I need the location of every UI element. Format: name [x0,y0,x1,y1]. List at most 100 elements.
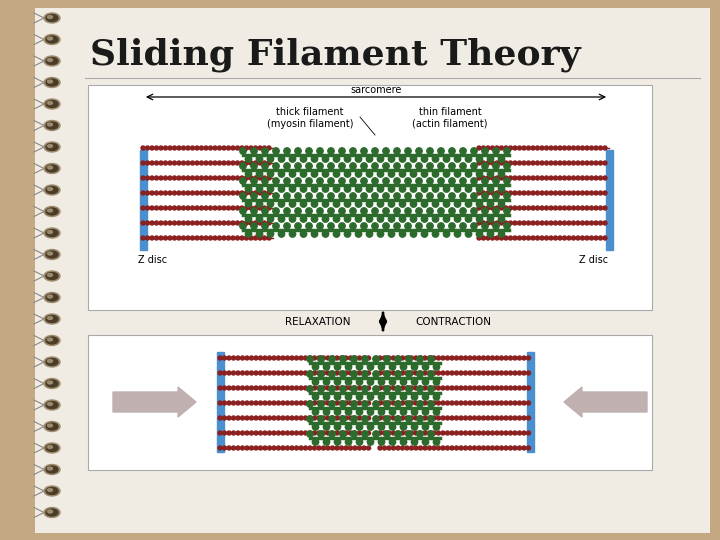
Circle shape [273,148,279,154]
Circle shape [454,156,461,162]
Circle shape [159,176,163,180]
Circle shape [222,416,227,420]
Circle shape [554,176,557,180]
Circle shape [382,401,387,405]
Circle shape [438,193,444,199]
Circle shape [317,431,321,435]
Circle shape [355,156,361,162]
Circle shape [227,356,231,360]
Circle shape [195,146,199,150]
Circle shape [186,161,190,165]
Circle shape [227,386,231,390]
Circle shape [312,379,319,385]
Circle shape [323,186,329,192]
Circle shape [330,386,335,390]
Circle shape [390,379,396,385]
Ellipse shape [46,423,58,430]
Circle shape [141,161,145,165]
Circle shape [382,356,387,360]
Circle shape [284,208,290,214]
Circle shape [416,148,422,154]
Circle shape [454,386,459,390]
Circle shape [312,394,319,400]
Circle shape [395,401,401,407]
Circle shape [177,236,181,240]
Circle shape [267,191,271,195]
Circle shape [396,371,400,375]
Circle shape [245,356,249,360]
Circle shape [322,431,325,435]
Circle shape [340,356,346,362]
Circle shape [468,356,472,360]
Circle shape [335,356,339,360]
Circle shape [286,371,289,375]
Circle shape [427,193,433,199]
Circle shape [333,171,340,177]
Circle shape [326,386,330,390]
Circle shape [222,431,227,435]
Circle shape [362,446,366,450]
Circle shape [477,191,481,195]
Circle shape [428,371,431,375]
Circle shape [390,439,396,445]
Circle shape [355,171,361,177]
Circle shape [414,386,418,390]
Circle shape [249,191,253,195]
Circle shape [245,146,248,150]
Circle shape [340,446,343,450]
Circle shape [394,193,400,199]
Circle shape [400,394,407,400]
Circle shape [405,356,409,360]
Circle shape [323,409,330,415]
Circle shape [145,161,150,165]
Circle shape [281,401,285,405]
Circle shape [567,236,571,240]
Circle shape [339,163,345,169]
Circle shape [526,206,531,210]
Circle shape [235,236,240,240]
Circle shape [141,221,145,225]
Circle shape [508,146,513,150]
Circle shape [465,186,472,192]
Circle shape [540,206,544,210]
Circle shape [289,231,296,237]
Circle shape [334,364,341,370]
Text: RELAXATION: RELAXATION [284,317,350,327]
Circle shape [351,416,357,422]
Circle shape [459,431,463,435]
Circle shape [155,176,158,180]
Circle shape [344,371,348,375]
Circle shape [317,371,321,375]
Circle shape [392,431,395,435]
Circle shape [173,221,176,225]
Circle shape [256,201,263,207]
Circle shape [594,221,598,225]
Circle shape [181,236,186,240]
Ellipse shape [48,360,53,362]
Circle shape [263,416,267,420]
Circle shape [460,178,467,184]
Circle shape [526,146,531,150]
Circle shape [492,208,499,214]
Circle shape [245,161,248,165]
Text: sarcomere: sarcomere [351,85,402,95]
Circle shape [504,163,510,169]
Ellipse shape [44,249,60,260]
Circle shape [340,401,343,405]
Circle shape [222,221,226,225]
Circle shape [358,431,361,435]
Circle shape [236,431,240,435]
Circle shape [181,176,186,180]
Circle shape [471,208,477,214]
Circle shape [396,401,400,405]
Circle shape [267,186,274,192]
Circle shape [486,161,490,165]
Circle shape [227,221,230,225]
Circle shape [400,371,405,375]
Circle shape [518,401,521,405]
Circle shape [421,231,428,237]
Circle shape [263,161,266,165]
Circle shape [294,446,299,450]
Text: Sliding Filament Theory: Sliding Filament Theory [90,38,580,72]
Circle shape [289,216,296,222]
